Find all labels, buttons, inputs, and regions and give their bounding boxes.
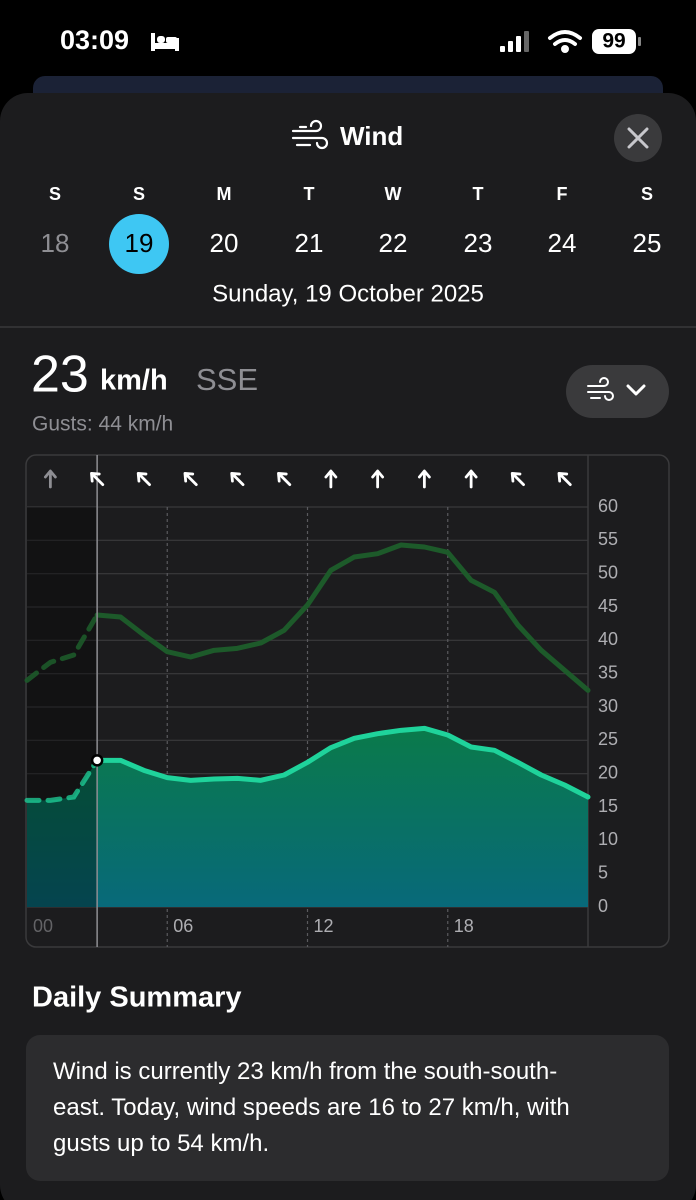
weekday: M — [217, 184, 232, 204]
battery-level: 99 — [602, 30, 625, 53]
y-tick-label: 45 — [598, 596, 618, 616]
date[interactable]: 24 — [548, 228, 577, 258]
status-time: 03:09 — [60, 25, 129, 55]
direction-arrow — [371, 469, 385, 489]
wind-area — [27, 728, 588, 907]
wind-icon — [291, 119, 329, 150]
series-line-past — [24, 757, 100, 803]
date[interactable]: 19 — [125, 228, 154, 258]
y-tick-label: 35 — [598, 662, 618, 682]
selected-day — [109, 214, 169, 274]
weekday: T — [473, 184, 484, 204]
date[interactable]: 18 — [41, 228, 70, 258]
date[interactable]: 21 — [295, 228, 324, 258]
direction: SSE — [196, 362, 258, 397]
wifi-icon — [548, 30, 582, 53]
weekday: F — [557, 184, 568, 204]
direction-arrow — [464, 469, 478, 489]
y-tick-label: 50 — [598, 562, 618, 582]
battery — [592, 29, 636, 54]
date-label: Sunday, 19 October 2025 — [212, 280, 484, 307]
date[interactable]: 25 — [633, 228, 662, 258]
series-line — [94, 725, 591, 800]
layer-dropdown[interactable] — [566, 365, 669, 418]
y-tick-label: 55 — [598, 529, 618, 549]
y-tick-label: 0 — [598, 896, 608, 916]
direction-arrow — [90, 471, 105, 487]
direction-arrow — [136, 471, 151, 487]
weekday: S — [641, 184, 653, 204]
sleep-icon — [151, 33, 179, 51]
x-tick-label: 12 — [314, 916, 334, 936]
summary-title: Daily Summary — [32, 982, 242, 1014]
series-line-past — [24, 612, 100, 683]
past-shade — [27, 507, 98, 907]
wind-chart: 0 5 10 15 20 25 30 35 40 45 50 55 60 00 06 12 18 — [24, 455, 618, 947]
direction-arrow — [557, 471, 572, 487]
x-tick-label: 18 — [454, 916, 474, 936]
date[interactable]: 23 — [464, 228, 493, 258]
summary-text: Wind is currently 23 km/h from the south… — [53, 1058, 570, 1157]
header-title: Wind — [340, 121, 403, 151]
series-line — [94, 542, 591, 693]
weekday: T — [304, 184, 315, 204]
y-tick-label: 60 — [598, 496, 618, 516]
x-tick-label: 00 — [33, 916, 53, 936]
weekday: S — [49, 184, 61, 204]
direction-arrow — [230, 471, 245, 487]
direction-arrow — [510, 471, 525, 487]
now-point — [90, 754, 104, 767]
signal-icon — [500, 31, 529, 52]
direction-arrow — [43, 469, 57, 489]
speed-unit: km/h — [100, 365, 168, 397]
y-tick-label: 10 — [598, 829, 618, 849]
direction-arrow — [417, 469, 431, 489]
y-tick-label: 5 — [598, 862, 608, 882]
close-button[interactable] — [614, 114, 662, 162]
direction-arrow — [183, 471, 198, 487]
week-strip: S S M T W T F S 18 19 20 21 22 23 24 25 — [41, 184, 662, 274]
summary-card — [26, 1035, 669, 1181]
y-tick-label: 20 — [598, 762, 618, 782]
weekday: W — [385, 184, 402, 204]
y-tick-label: 30 — [598, 696, 618, 716]
battery-cap — [638, 37, 641, 46]
gusts: Gusts: 44 km/h — [32, 413, 173, 436]
date[interactable]: 22 — [379, 228, 408, 258]
direction-arrow — [277, 471, 292, 487]
x-tick-label: 06 — [173, 916, 193, 936]
y-tick-label: 15 — [598, 796, 618, 816]
current-speed: 23 — [31, 346, 89, 404]
weekday: S — [133, 184, 145, 204]
y-tick-label: 25 — [598, 729, 618, 749]
y-tick-label: 40 — [598, 629, 618, 649]
direction-arrow — [324, 469, 338, 489]
date[interactable]: 20 — [210, 228, 239, 258]
